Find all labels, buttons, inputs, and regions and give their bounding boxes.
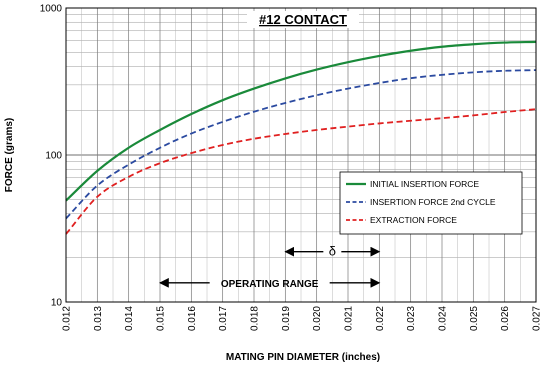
grid [65,7,537,303]
series-layer [65,40,537,235]
x-tick-label: 0.015 [156,306,167,331]
x-tick-label: 0.024 [438,306,449,331]
x-axis-ticks: 0.012 0.013 0.014 0.015 0.016 0.017 0.018 0.019… [62,306,540,331]
title-background [247,11,359,28]
annotations [159,246,381,288]
y-tick-label: 10 [51,298,63,309]
legend-label-initial-insertion: INITIAL INSERTION FORCE [370,179,479,189]
x-axis-title: MATING PIN DIAMETER (inches) [226,352,380,363]
chart-title: #12 CONTACT [259,12,347,27]
series-insertion-force-2nd-cycle [65,69,537,220]
x-tick-label: 0.017 [218,306,229,331]
x-tick-label: 0.019 [281,306,292,331]
operating-range-label: OPERATING RANGE [221,279,319,290]
x-tick-label: 0.023 [406,306,417,331]
legend-label-insertion-2nd-cycle: INSERTION FORCE 2nd CYCLE [370,197,496,207]
delta-label: δ [329,244,336,259]
x-tick-label: 0.025 [469,306,480,331]
x-tick-label: 0.022 [375,306,386,331]
series-initial-insertion-force [65,40,537,202]
x-tick-label: 0.018 [250,306,261,331]
x-tick-label: 0.013 [93,306,104,331]
legend: INITIAL INSERTION FORCE INSERTION FORCE … [339,171,523,235]
x-tick-label: 0.026 [500,306,511,331]
y-axis-title: FORCE (grams) [4,118,15,192]
x-tick-label: 0.014 [124,306,135,331]
x-tick-label: 0.027 [532,306,540,331]
series-extraction-force [65,108,537,235]
y-axis-ticks: 10 100 1000 [40,4,63,309]
legend-box [339,171,523,235]
x-tick-label: 0.012 [62,306,73,331]
x-tick-label: 0.016 [187,306,198,331]
y-tick-label: 100 [45,151,62,162]
legend-label-extraction: EXTRACTION FORCE [370,215,457,225]
x-tick-label: 0.021 [344,306,355,331]
y-tick-label: 1000 [40,4,63,15]
x-tick-label: 0.020 [312,306,323,331]
plot-frame [65,7,537,303]
